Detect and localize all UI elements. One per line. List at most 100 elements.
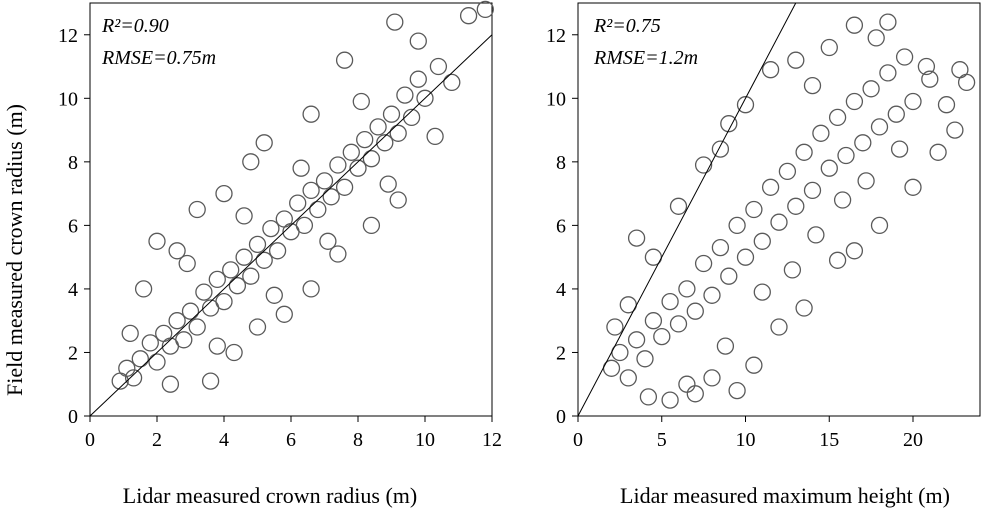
scatter-point [867, 29, 885, 47]
scatter-points-left [111, 0, 494, 393]
x-tick-label: 15 [819, 429, 839, 451]
scatter-point [376, 134, 394, 152]
scatter-point [242, 153, 260, 171]
scatter-point [369, 118, 387, 136]
scatter-point [820, 38, 838, 57]
scatter-point [476, 0, 494, 19]
x-tick-label: 10 [736, 429, 756, 451]
scatter-point [720, 115, 738, 133]
scatter-point [255, 134, 273, 152]
scatter-point [134, 280, 153, 298]
scatter-point [389, 124, 407, 142]
scatter-point [188, 318, 206, 336]
scatter-point [379, 175, 397, 193]
scatter-point [728, 381, 746, 400]
scatter-point [322, 188, 340, 206]
scatter-point [711, 238, 730, 257]
scatter-point [459, 7, 478, 25]
scatter-point [352, 92, 370, 111]
y-tick-label: 8 [68, 152, 78, 174]
scatter-point [215, 184, 233, 203]
scatter-point [295, 216, 314, 235]
scatter-point [957, 73, 976, 92]
scatter-point [862, 80, 880, 98]
r2-annotation-right: R²=0.75 [593, 15, 661, 37]
scatter-point [168, 242, 186, 260]
scatter-points-right [602, 13, 976, 409]
panel-right: 0 5 10 15 20 0 2 4 6 8 10 12 R²=0.75 RMSE=1.2m Lid… [546, 2, 981, 508]
scatter-point [242, 267, 260, 285]
scatter-point [315, 172, 334, 190]
scatter-point [402, 108, 421, 127]
scatter-point [694, 254, 713, 273]
scatter-point [761, 178, 780, 196]
scatter-point [275, 210, 293, 228]
scatter-point [255, 251, 273, 269]
y-tick-label: 12 [546, 25, 566, 47]
scatter-point [443, 73, 461, 92]
scatter-point [870, 216, 889, 235]
scatter-point [716, 337, 735, 355]
scatter-point [386, 13, 404, 31]
x-axis-label-right: Lidar measured maximum height (m) [620, 483, 950, 508]
y-tick-label: 0 [556, 406, 566, 428]
scatter-point [215, 292, 233, 311]
y-ticks-right: 0 2 4 6 8 10 12 [546, 25, 578, 428]
x-tick-label: 12 [482, 429, 502, 451]
plot-frame-right [577, 2, 981, 417]
scatter-point [828, 108, 847, 127]
scatter-point [736, 96, 755, 114]
x-ticks-left: 0 2 4 6 8 10 12 [85, 416, 502, 451]
scatter-point [627, 229, 646, 247]
scatter-point [208, 337, 226, 355]
scatter-point [857, 172, 875, 190]
x-ticks-right: 0 5 10 15 20 [573, 416, 923, 451]
scatter-point [703, 369, 721, 387]
y-tick-label: 4 [556, 279, 566, 301]
scatter-point [396, 86, 414, 104]
scatter-point [356, 130, 374, 149]
scatter-point [761, 61, 780, 79]
one-to-one-line-right [577, 2, 797, 417]
scatter-point [845, 92, 864, 111]
scatter-point [228, 277, 247, 295]
y-tick-label: 6 [68, 215, 78, 237]
scatter-point [292, 159, 310, 177]
x-tick-label: 4 [219, 429, 229, 451]
scatter-point [335, 51, 354, 69]
y-ticks-left: 0 2 4 6 8 10 12 [58, 25, 90, 428]
scatter-point [382, 105, 401, 123]
scatter-point [148, 232, 166, 250]
scatter-point [845, 242, 864, 260]
scatter-point [803, 76, 822, 95]
scatter-point [828, 251, 847, 269]
scatter-point [890, 140, 909, 158]
scatter-point [929, 143, 947, 161]
scatter-point [770, 213, 788, 231]
scatter-point [837, 146, 855, 165]
scatter-point [669, 197, 688, 215]
y-tick-label: 4 [68, 279, 78, 301]
scatter-point [833, 191, 852, 209]
scatter-point [248, 235, 267, 254]
scatter-point [639, 388, 658, 406]
x-tick-label: 2 [152, 429, 162, 451]
rmse-annotation-left: RMSE=0.75m [101, 47, 216, 69]
scatter-point [653, 327, 671, 346]
scatter-point [669, 315, 688, 333]
scatter-point [606, 318, 624, 336]
scatter-point [951, 61, 969, 79]
y-axis-label-left: Field measured crown radius (m) [2, 104, 27, 396]
scatter-point [787, 51, 805, 69]
scatter-point [409, 32, 427, 50]
scatter-point [694, 156, 713, 174]
scatter-point [753, 283, 771, 301]
scatter-point [319, 232, 337, 250]
x-axis-label-left: Lidar measured crown radius (m) [123, 483, 417, 508]
scatter-point [887, 105, 905, 123]
scatter-point [678, 375, 696, 393]
scatter-point [661, 391, 679, 409]
y-tick-label: 8 [556, 152, 566, 174]
scatter-point [921, 70, 939, 88]
scatter-point [148, 353, 166, 371]
